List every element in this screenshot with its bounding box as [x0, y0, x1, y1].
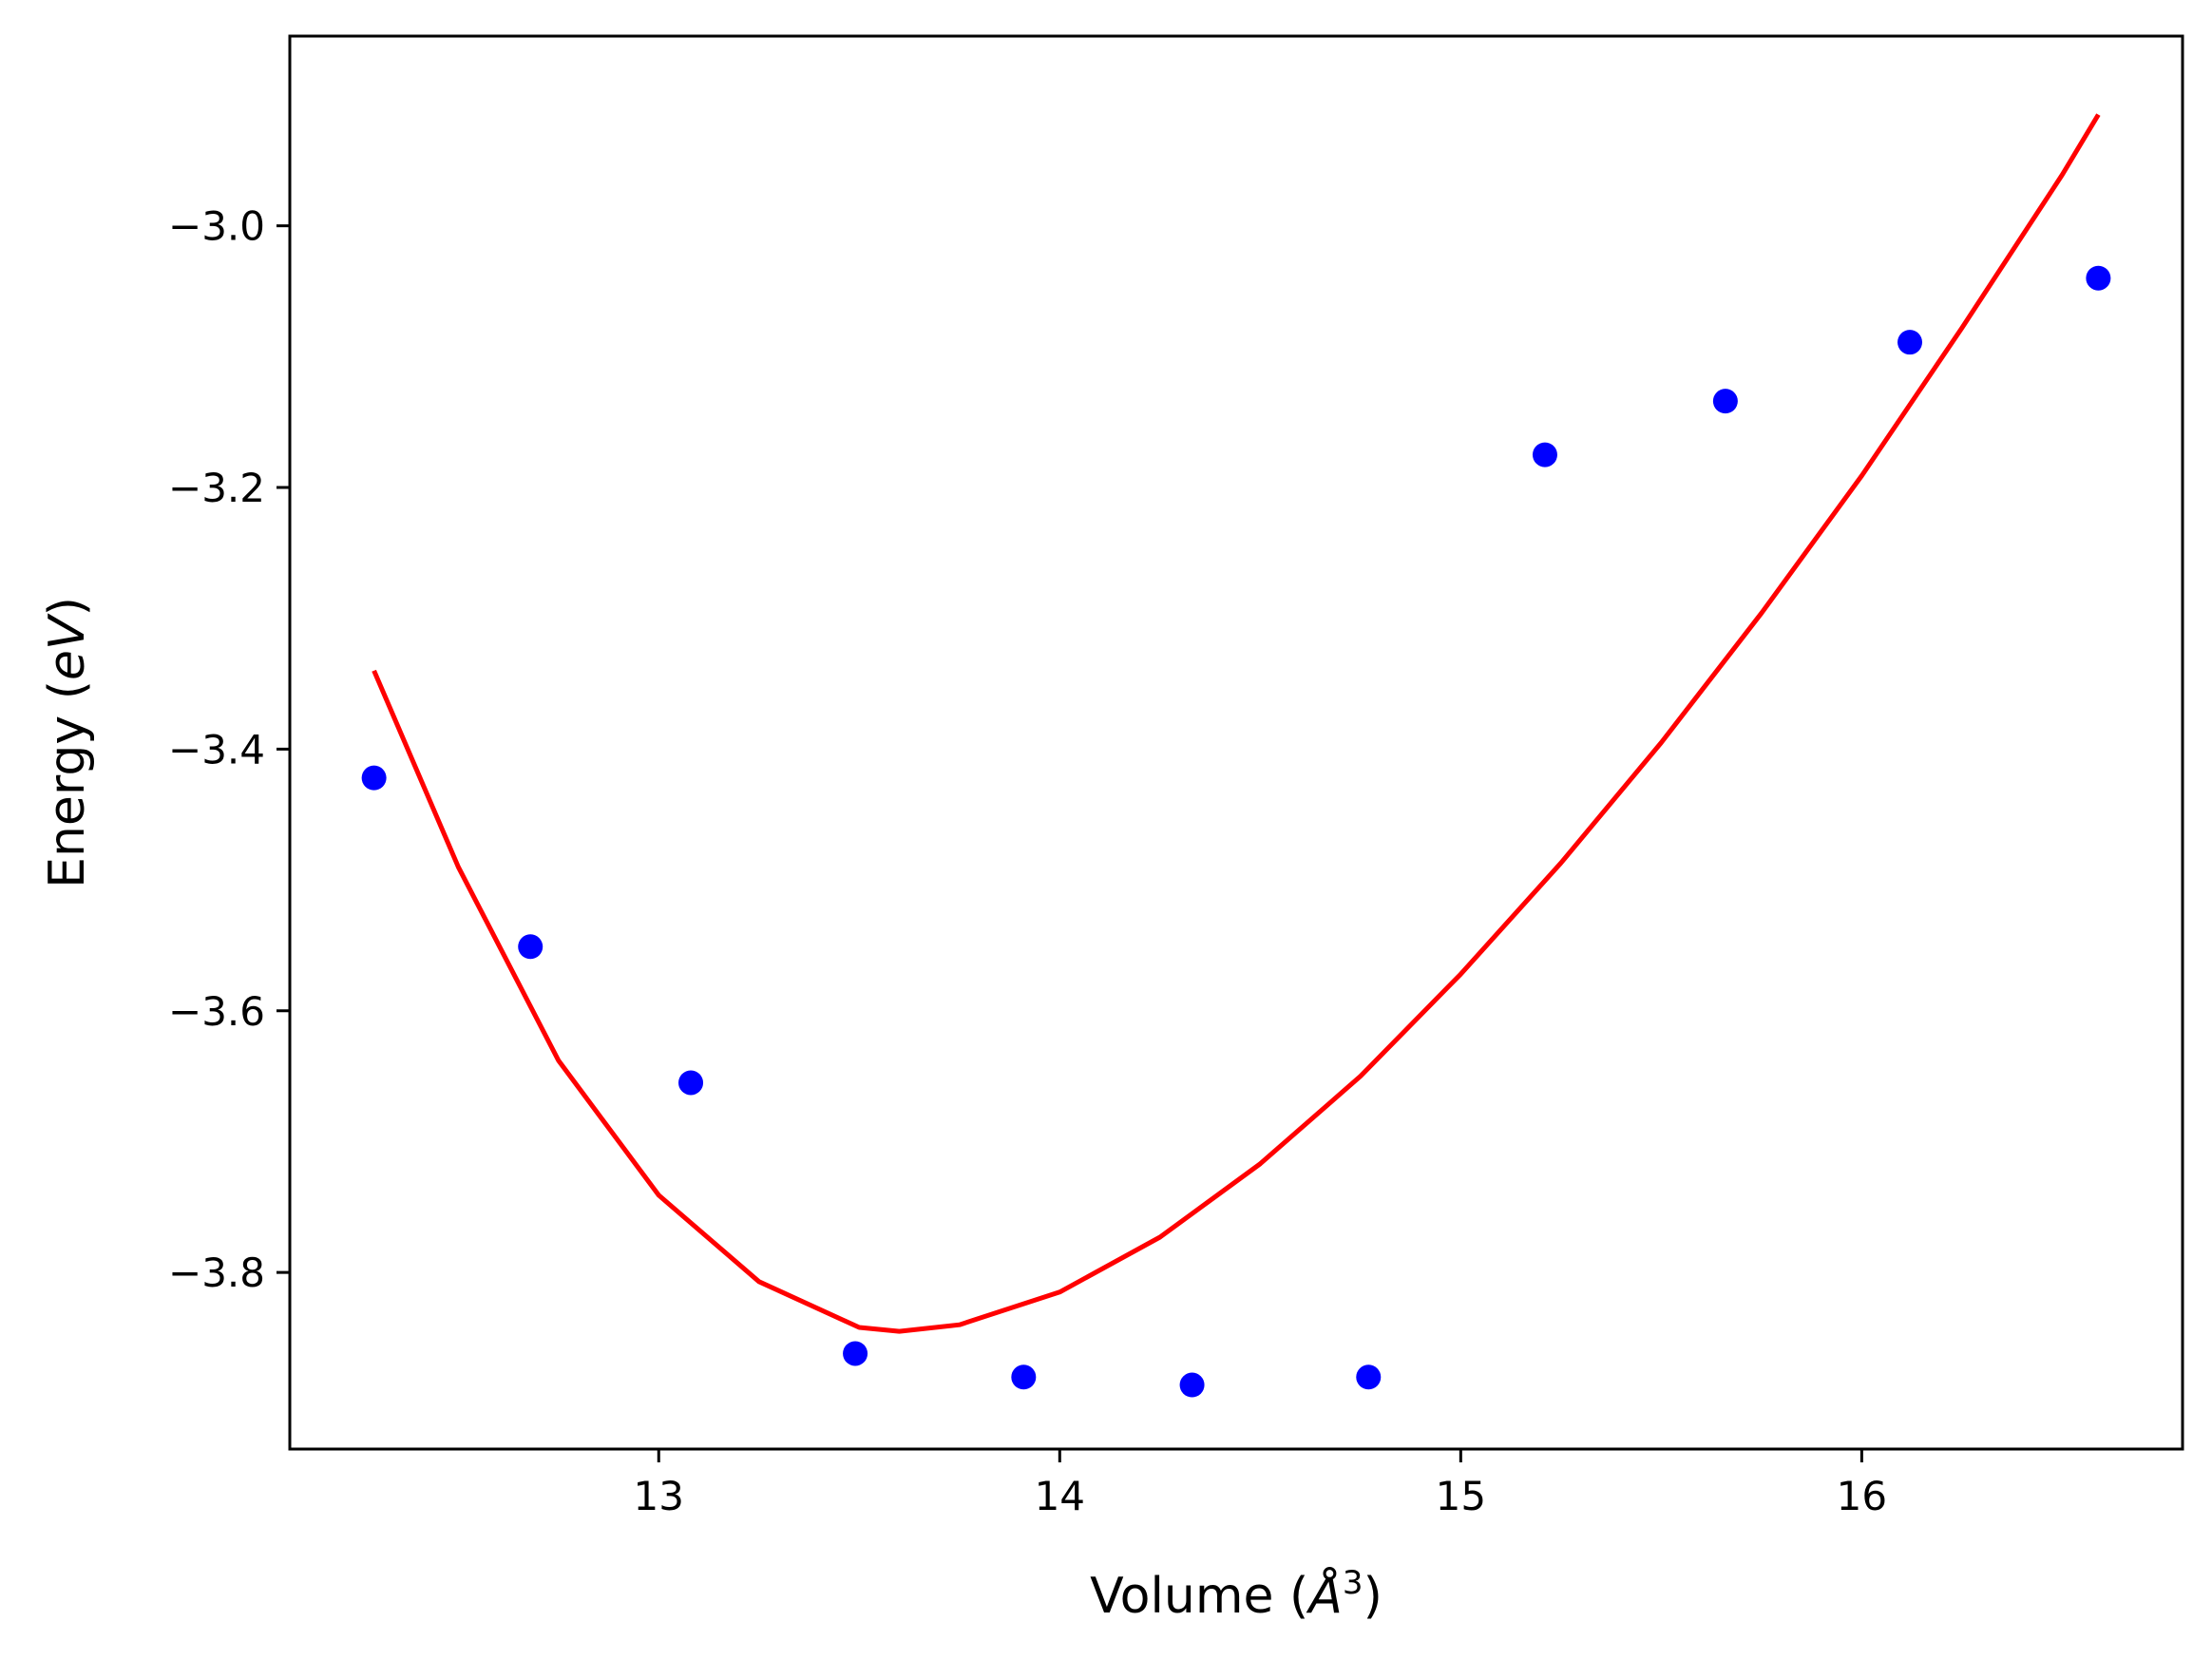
x-axis-label-suffix: )	[1363, 1568, 1382, 1625]
y-tick-label: −3.2	[168, 465, 265, 511]
y-axis-label-prefix: Energy (	[39, 680, 96, 888]
data-point	[1011, 1364, 1037, 1390]
y-tick-label: −3.8	[168, 1250, 265, 1296]
data-point	[1179, 1372, 1205, 1398]
axis-ticks: 13 14 15 16 −3.0 −3.2 −3.4 −3.6 −3.8	[168, 203, 1887, 1519]
data-point	[1532, 442, 1557, 467]
fit-curve	[372, 113, 2101, 1334]
x-tick-label: 15	[1436, 1473, 1486, 1519]
data-point	[2086, 265, 2111, 291]
data-point	[843, 1341, 868, 1366]
plot-frame	[288, 34, 2184, 1451]
x-axis-label: Volume (Å3)	[1090, 1564, 1382, 1625]
x-tick-label: 16	[1837, 1473, 1887, 1519]
y-axis-label: Energy (eV)	[39, 597, 96, 888]
y-tick-label: −3.6	[168, 988, 265, 1035]
data-point	[361, 765, 387, 791]
x-tick-label: 14	[1035, 1473, 1085, 1519]
data-point	[518, 934, 543, 960]
data-point	[678, 1070, 704, 1096]
y-axis-label-unit: eV	[39, 613, 96, 680]
x-axis-label-prefix: Volume (	[1090, 1568, 1308, 1625]
x-tick-label: 13	[634, 1473, 684, 1519]
y-axis-label-suffix: )	[39, 597, 96, 616]
plot-area	[361, 113, 2111, 1398]
data-point	[1712, 389, 1738, 414]
x-axis-label-exponent: 3	[1343, 1564, 1363, 1602]
x-axis-label-unit: Å	[1306, 1566, 1343, 1625]
data-point	[1356, 1364, 1382, 1390]
y-tick-label: −3.4	[168, 726, 265, 773]
y-tick-label: −3.0	[168, 203, 265, 250]
data-point	[1897, 330, 1923, 355]
